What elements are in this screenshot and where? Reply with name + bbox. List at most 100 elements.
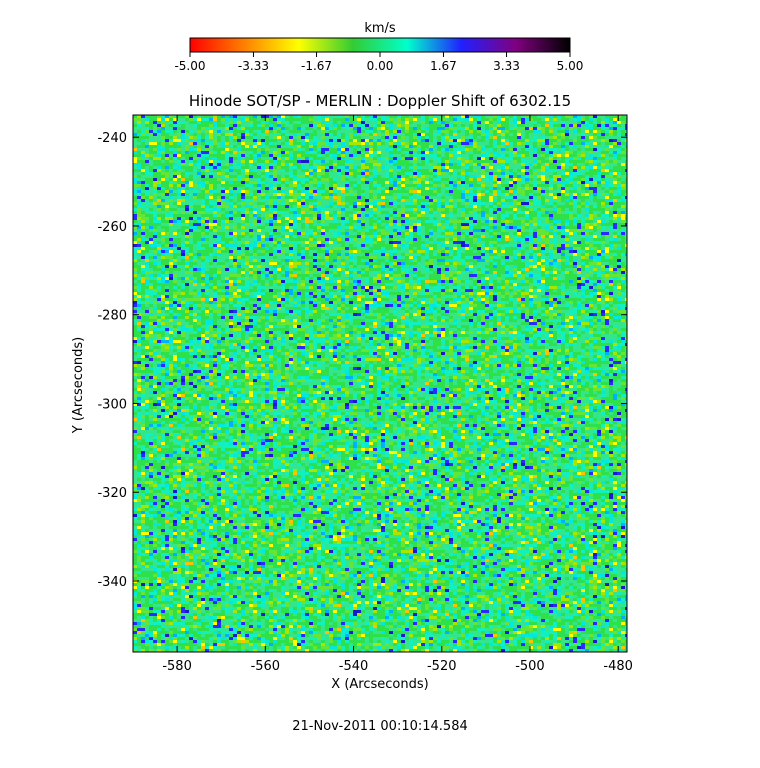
heatmap-cell xyxy=(497,169,501,172)
heatmap-cell xyxy=(621,133,625,136)
heatmap-cell xyxy=(385,187,389,190)
heatmap-cell xyxy=(153,220,157,223)
heatmap-cell xyxy=(393,175,397,178)
heatmap-cell xyxy=(293,127,297,130)
heatmap-cell xyxy=(181,229,185,232)
heatmap-cell xyxy=(309,214,313,217)
heatmap-cell xyxy=(481,166,485,169)
heatmap-cell xyxy=(445,166,449,169)
heatmap-cell xyxy=(353,127,357,130)
heatmap-cell xyxy=(449,184,453,187)
heatmap-cell xyxy=(357,142,361,145)
heatmap-cell xyxy=(533,187,537,190)
heatmap-cell xyxy=(445,226,449,229)
heatmap-cell xyxy=(153,196,157,199)
heatmap-cell xyxy=(161,130,165,133)
heatmap-cell xyxy=(221,187,225,190)
heatmap-cell xyxy=(565,169,569,172)
heatmap-cell xyxy=(213,136,217,139)
heatmap-cell xyxy=(201,154,205,157)
heatmap-cell xyxy=(213,211,217,214)
heatmap-cell xyxy=(265,148,269,151)
heatmap-cell xyxy=(493,172,497,175)
heatmap-cell xyxy=(357,151,361,154)
heatmap-cell xyxy=(573,217,577,220)
heatmap-cell xyxy=(389,178,393,181)
heatmap-cell xyxy=(325,175,329,178)
heatmap-cell xyxy=(433,145,437,148)
heatmap-cell xyxy=(341,205,345,208)
heatmap-cell xyxy=(589,217,593,220)
heatmap-cell xyxy=(421,187,425,190)
heatmap-cell xyxy=(481,175,485,178)
heatmap-cell xyxy=(605,115,609,118)
heatmap-cell xyxy=(165,217,169,220)
heatmap-cell xyxy=(405,184,409,187)
heatmap-cell xyxy=(345,124,349,127)
heatmap-cell xyxy=(625,223,627,226)
heatmap-cell xyxy=(209,211,213,214)
heatmap-cell xyxy=(221,160,225,163)
heatmap-cell xyxy=(337,142,341,145)
heatmap-cell xyxy=(161,136,165,139)
heatmap-cell xyxy=(577,184,581,187)
heatmap-cell xyxy=(193,124,197,127)
heatmap-cell xyxy=(165,187,169,190)
heatmap-cell xyxy=(161,235,165,238)
heatmap-cell xyxy=(141,127,145,130)
heatmap-cell xyxy=(373,130,377,133)
heatmap-cell xyxy=(569,202,573,205)
heatmap-cell xyxy=(593,181,597,184)
heatmap-cell xyxy=(337,166,341,169)
heatmap-cell xyxy=(493,196,497,199)
heatmap-cell xyxy=(525,172,529,175)
heatmap-cell xyxy=(273,199,277,202)
heatmap-cell xyxy=(145,136,149,139)
heatmap-cell xyxy=(609,160,613,163)
heatmap-cell xyxy=(553,229,557,232)
heatmap-cell xyxy=(201,229,205,232)
heatmap-cell xyxy=(493,229,497,232)
heatmap-cell xyxy=(177,133,181,136)
heatmap-cell xyxy=(221,229,225,232)
heatmap-cell xyxy=(485,184,489,187)
heatmap-cell xyxy=(481,205,485,208)
heatmap-cell xyxy=(481,193,485,196)
heatmap-cell xyxy=(537,226,541,229)
heatmap-cell xyxy=(553,139,557,142)
heatmap-cell xyxy=(525,181,529,184)
heatmap-cell xyxy=(441,115,445,118)
heatmap-cell xyxy=(381,196,385,199)
heatmap-cell xyxy=(193,181,197,184)
heatmap-cell xyxy=(609,199,613,202)
heatmap-cell xyxy=(617,118,621,121)
heatmap-cell xyxy=(341,160,345,163)
heatmap-cell xyxy=(525,130,529,133)
heatmap-cell xyxy=(317,130,321,133)
heatmap-cell xyxy=(357,148,361,151)
heatmap-cell xyxy=(325,196,329,199)
heatmap-cell xyxy=(549,151,553,154)
heatmap-cell xyxy=(197,151,201,154)
heatmap-cell xyxy=(593,220,597,223)
heatmap-cell xyxy=(133,184,137,187)
heatmap-cell xyxy=(469,175,473,178)
heatmap-cell xyxy=(409,223,413,226)
heatmap-cell xyxy=(213,217,217,220)
heatmap-cell xyxy=(373,154,377,157)
heatmap-cell xyxy=(201,148,205,151)
heatmap-cell xyxy=(401,166,405,169)
heatmap-cell xyxy=(541,145,545,148)
heatmap-cell xyxy=(417,169,421,172)
heatmap-cell xyxy=(185,211,189,214)
heatmap-cell xyxy=(313,142,317,145)
heatmap-cell xyxy=(477,142,481,145)
heatmap-cell xyxy=(153,145,157,148)
heatmap-cell xyxy=(621,172,625,175)
heatmap-cell xyxy=(293,145,297,148)
heatmap-cell xyxy=(589,154,593,157)
heatmap-cell xyxy=(297,205,301,208)
heatmap-cell xyxy=(409,172,413,175)
heatmap-cell xyxy=(397,187,401,190)
heatmap-cell xyxy=(249,220,253,223)
